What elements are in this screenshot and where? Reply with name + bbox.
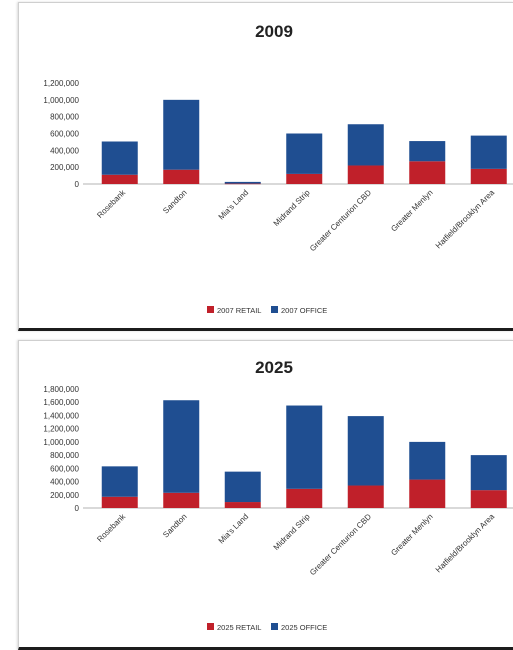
y-tick-label: 0 <box>75 180 80 189</box>
x-axis-categories: Rosebank Sandton Mia's Land Midrand StripGr… <box>95 511 496 577</box>
y-tick-label: 1,000,000 <box>43 438 79 447</box>
bar-retail <box>286 488 323 508</box>
bar-retail <box>163 492 200 508</box>
y-tick-label: 400,000 <box>50 478 79 487</box>
bar-office <box>224 471 261 503</box>
bar-office <box>224 181 261 184</box>
bar-office <box>163 99 200 170</box>
bar-retail <box>101 496 138 508</box>
x-category-label: Sandton <box>161 188 188 215</box>
y-tick-label: 1,600,000 <box>43 398 79 407</box>
chart-panel-2025: 2025 1,800,000 1,600,000 1,400,000 1,200,00… <box>18 340 513 650</box>
legend-label: 2007 OFFICE <box>281 306 327 315</box>
bar-retail <box>163 169 200 184</box>
bar-retail <box>224 183 261 185</box>
bar-office <box>409 441 446 480</box>
legend-swatch-office <box>271 623 278 630</box>
legend-swatch-office <box>271 306 278 313</box>
bar-office <box>286 133 323 174</box>
bar-office <box>347 416 384 486</box>
x-category-label: Greater Menlyn <box>389 512 434 557</box>
bars <box>83 99 513 185</box>
bar-office <box>101 466 138 497</box>
chart-2025: 2025 1,800,000 1,600,000 1,400,000 1,200,00… <box>43 358 513 632</box>
legend-label: 2025 RETAIL <box>217 623 261 632</box>
x-category-label: Rosebank <box>95 187 128 220</box>
y-tick-label: 400,000 <box>50 146 79 155</box>
y-tick-label: 800,000 <box>50 113 79 122</box>
legend-swatch-retail <box>207 623 214 630</box>
legend-label: 2007 RETAIL <box>217 306 261 315</box>
bar-office <box>409 141 446 162</box>
y-tick-label: 1,000,000 <box>43 96 79 105</box>
legend: 2007 RETAIL 2007 OFFICE <box>207 306 327 315</box>
y-axis-ticks: 1,200,000 1,000,000 800,000 600,000 400,000 2… <box>43 79 79 189</box>
legend-label: 2025 OFFICE <box>281 623 327 632</box>
y-tick-label: 1,200,000 <box>43 79 79 88</box>
bar-retail <box>470 490 507 508</box>
y-tick-label: 800,000 <box>50 451 79 460</box>
bar-office <box>470 135 507 169</box>
x-category-label: Midrand Strip <box>272 512 312 552</box>
x-category-label: Rosebank <box>95 511 128 544</box>
bar-office <box>101 141 138 175</box>
legend: 2025 RETAIL 2025 OFFICE <box>207 623 327 632</box>
bar-retail <box>409 161 446 184</box>
bar-retail <box>347 165 384 184</box>
y-tick-label: 200,000 <box>50 491 79 500</box>
bar-retail <box>347 485 384 508</box>
bar-retail <box>409 479 446 508</box>
y-tick-label: 1,800,000 <box>43 385 79 394</box>
bar-retail <box>224 502 261 508</box>
y-tick-label: 1,200,000 <box>43 425 79 434</box>
legend-swatch-retail <box>207 306 214 313</box>
chart-title: 2025 <box>255 358 293 377</box>
bar-retail <box>101 174 138 184</box>
bar-office <box>470 455 507 491</box>
y-tick-label: 600,000 <box>50 464 79 473</box>
x-category-label: Greater Centurion CBD <box>308 188 373 253</box>
chart-panel-2009: 2009 1,200,000 1,000,000 800,000 600,000 400… <box>18 2 513 331</box>
x-axis-categories: Rosebank Sandton Mia's Land Midrand StripGr… <box>95 187 496 253</box>
bar-office <box>286 405 323 489</box>
bars <box>83 400 513 509</box>
x-category-label: Hatfield/Brooklyn Area <box>434 512 497 575</box>
y-tick-label: 1,400,000 <box>43 411 79 420</box>
bar-retail <box>470 168 507 184</box>
bar-office <box>163 400 200 493</box>
x-category-label: Hatfield/Brooklyn Area <box>434 188 497 251</box>
y-tick-label: 600,000 <box>50 130 79 139</box>
x-category-label: Midrand Strip <box>272 188 312 228</box>
y-axis-ticks: 1,800,000 1,600,000 1,400,000 1,200,000 1,00… <box>43 385 79 513</box>
x-category-label: Mia's Land <box>217 512 251 546</box>
y-tick-label: 0 <box>75 504 80 513</box>
y-tick-label: 200,000 <box>50 163 79 172</box>
chart-2009: 2009 1,200,000 1,000,000 800,000 600,000 400… <box>43 22 513 315</box>
x-category-label: Sandton <box>161 512 188 539</box>
bar-office <box>347 124 384 166</box>
chart-title: 2009 <box>255 22 293 41</box>
bar-retail <box>286 173 323 184</box>
x-category-label: Mia's Land <box>217 188 251 222</box>
x-category-label: Greater Menlyn <box>389 188 434 233</box>
x-category-label: Greater Centurion CBD <box>308 512 373 577</box>
